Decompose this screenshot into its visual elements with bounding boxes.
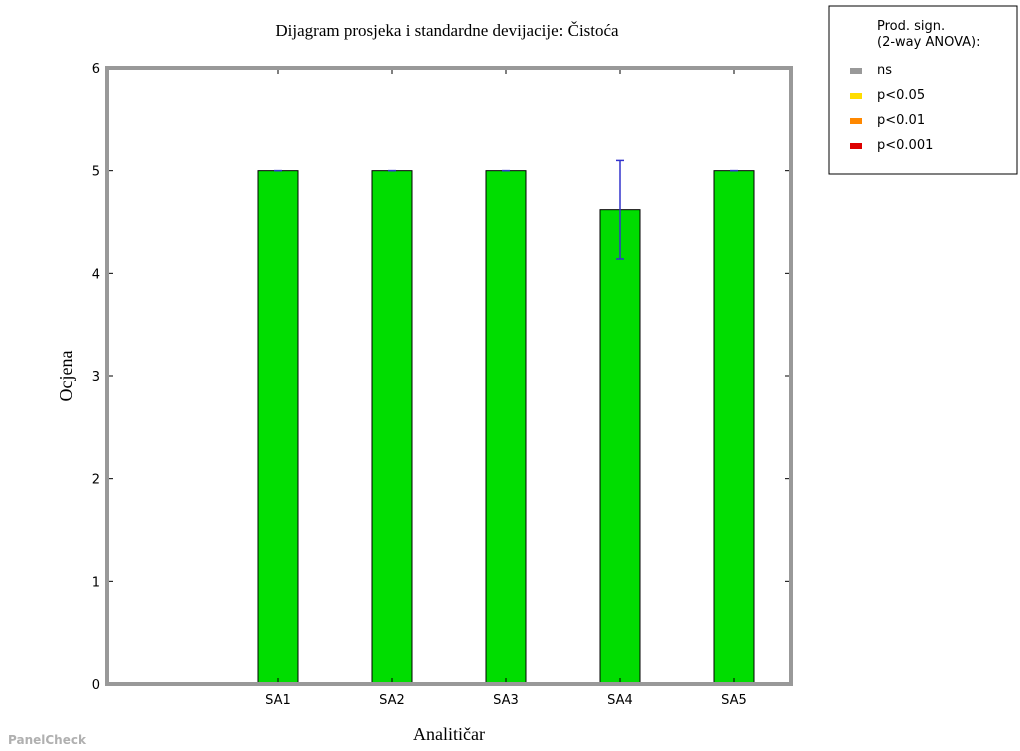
legend-label: p<0.05 <box>877 88 925 103</box>
chart-title: Dijagram prosjeka i standardne devijacij… <box>275 21 619 40</box>
y-tick-label: 3 <box>92 370 100 385</box>
y-tick-label: 1 <box>92 575 100 590</box>
y-axis-label: Ocjena <box>56 351 76 402</box>
legend-title-line-1: Prod. sign. <box>877 19 945 34</box>
legend-swatch <box>850 93 862 99</box>
x-tick-label: SA2 <box>379 693 405 708</box>
x-tick-label: SA3 <box>493 693 519 708</box>
x-tick-label: SA4 <box>607 693 633 708</box>
y-tick-label: 4 <box>92 267 100 282</box>
bar-sa3 <box>485 170 527 685</box>
legend-label: p<0.01 <box>877 113 925 128</box>
bar-sa4 <box>599 209 641 685</box>
legend-label: ns <box>877 63 892 78</box>
y-tick-label: 5 <box>92 165 100 180</box>
legend-swatch <box>850 68 862 74</box>
x-tick-label: SA5 <box>721 693 747 708</box>
y-tick-label: 2 <box>92 473 100 488</box>
x-axis-label: Analitičar <box>413 724 485 744</box>
x-tick-label: SA1 <box>265 693 291 708</box>
y-tick-label: 0 <box>92 678 100 693</box>
legend-swatch <box>850 143 862 149</box>
bar-sa1 <box>257 170 299 685</box>
plot-area <box>105 66 793 686</box>
watermark-text: PanelCheck <box>8 733 87 747</box>
legend: Prod. sign. (2-way ANOVA): ns p<0.05 p<0.0… <box>828 5 1018 175</box>
bar-sa5 <box>713 170 755 685</box>
y-tick-label: 6 <box>92 62 100 77</box>
bar-sa2 <box>371 170 413 685</box>
legend-swatch <box>850 118 862 124</box>
plot-frame <box>105 66 793 686</box>
legend-title-line-2: (2-way ANOVA): <box>877 35 981 50</box>
legend-label: p<0.001 <box>877 138 933 153</box>
